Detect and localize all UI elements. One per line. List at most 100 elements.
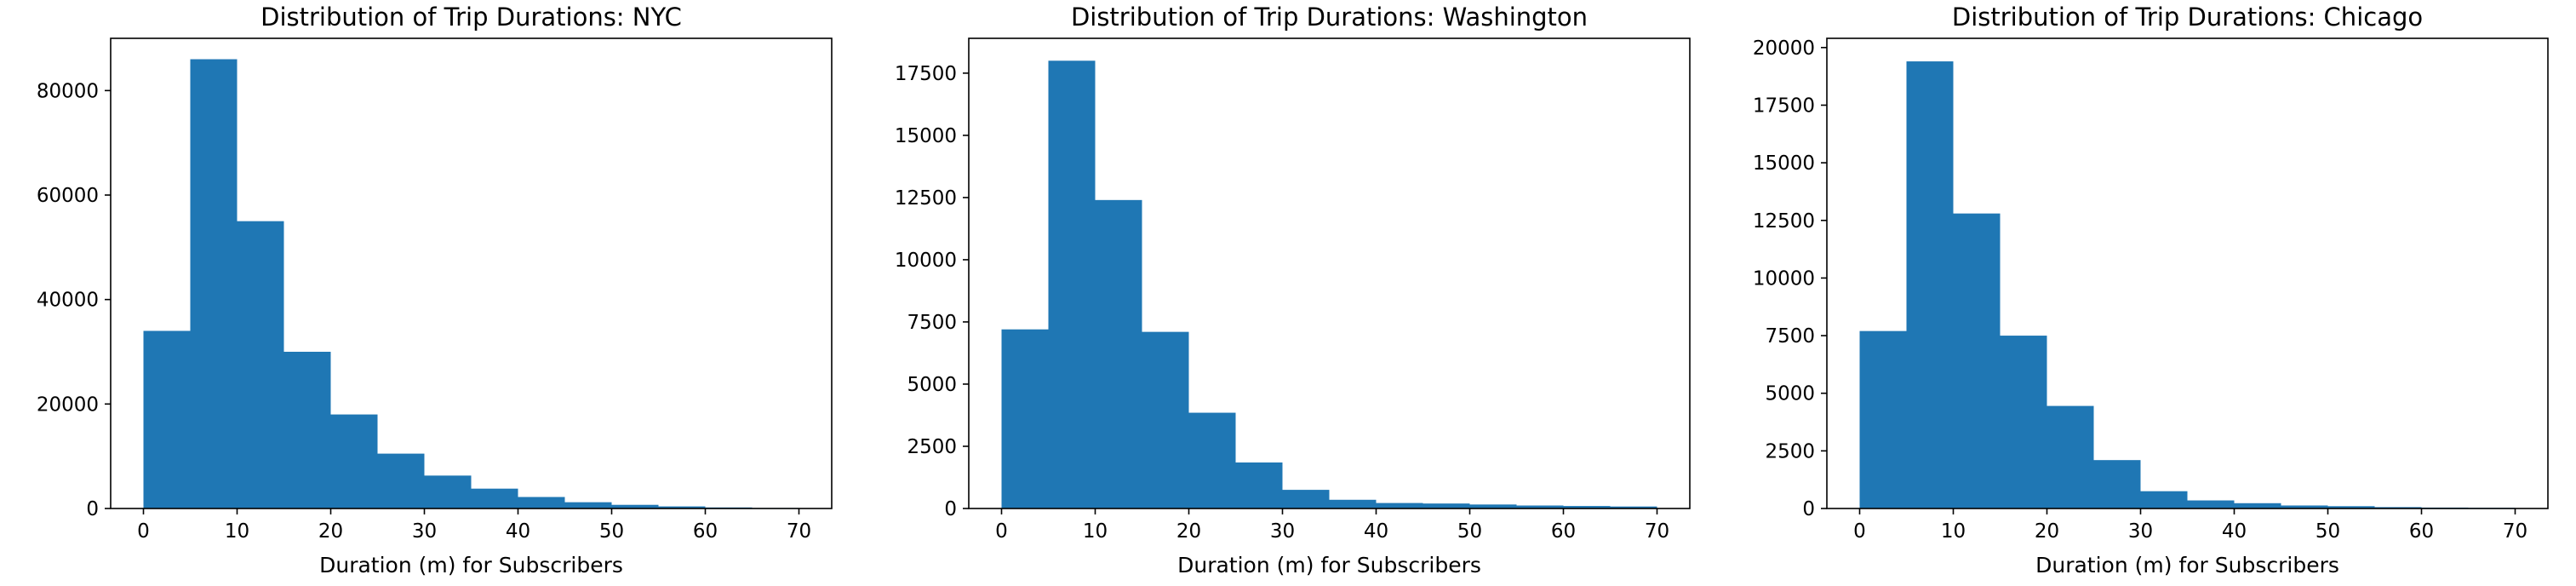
histogram-bar — [2093, 460, 2141, 508]
x-tick-label: 60 — [2409, 520, 2434, 543]
histogram-bar — [1188, 412, 1236, 508]
histogram-bar — [1423, 503, 1470, 508]
histogram-bars — [1859, 61, 2516, 508]
histogram-bar — [1859, 330, 1907, 508]
x-axis-label: Duration (m) for Subscribers — [319, 553, 623, 577]
histogram-bar — [564, 502, 612, 508]
axes-frame — [110, 37, 833, 509]
histogram-bar — [1376, 503, 1423, 508]
chart-panel-2: 0 10 20 30 40 50 60 70 0 2500 5000 7500 10000 12500 15… — [895, 3, 1691, 577]
x-tick-label: 40 — [506, 520, 530, 543]
x-tick-label: 0 — [1853, 520, 1866, 543]
x-tick-label: 10 — [1083, 520, 1108, 543]
x-tick-label: 10 — [225, 520, 249, 543]
x-tick-label: 50 — [2316, 520, 2340, 543]
chart-panel-3: 0 10 20 30 40 50 60 70 0 2500 5000 7500 10000 12500 15… — [1753, 3, 2549, 577]
chart-title: Distribution of Trip Durations: Chicago — [1952, 3, 2423, 32]
y-tick-label: 10000 — [895, 250, 957, 272]
x-tick-label: 60 — [693, 520, 718, 543]
x-tick-label: 50 — [599, 520, 624, 543]
histogram-bar — [1142, 331, 1189, 508]
y-tick-label: 0 — [86, 498, 99, 520]
histogram-bar — [611, 504, 659, 508]
histogram-bar — [1953, 213, 2001, 508]
histogram-bar — [1563, 506, 1611, 508]
chart-title: Distribution of Trip Durations: Washingt… — [1071, 3, 1588, 32]
histogram-bar — [377, 453, 425, 508]
y-axis-ticks: 0 2500 5000 7500 10000 12500 15000 17500 20000 — [1753, 37, 1827, 520]
x-tick-label: 70 — [1645, 520, 1669, 543]
histogram-bar — [2234, 503, 2281, 508]
histogram-bar — [518, 497, 565, 508]
x-tick-label: 60 — [1551, 520, 1576, 543]
y-tick-label: 7500 — [1765, 325, 1815, 348]
y-tick-label: 17500 — [1753, 95, 1815, 117]
y-tick-label: 20000 — [1753, 37, 1815, 60]
histogram-bar — [1048, 60, 1096, 509]
histogram-bar — [2327, 506, 2375, 508]
chart-panel-1: 0 10 20 30 40 50 60 70 0 20000 40000 60000 80000 Dist… — [37, 3, 833, 577]
x-tick-label: 50 — [1457, 520, 1482, 543]
y-tick-label: 40000 — [37, 290, 99, 312]
y-tick-label: 17500 — [895, 63, 957, 85]
histogram-bar — [2187, 500, 2235, 508]
x-axis-ticks: 0 10 20 30 40 50 60 70 — [1853, 508, 2527, 543]
x-tick-label: 0 — [137, 520, 150, 543]
histogram-bar — [283, 352, 331, 508]
x-axis-label: Duration (m) for Subscribers — [2035, 553, 2339, 577]
y-tick-label: 10000 — [1753, 267, 1815, 290]
y-tick-label: 60000 — [37, 185, 99, 207]
x-tick-label: 70 — [787, 520, 811, 543]
histogram-bar — [1329, 499, 1377, 508]
y-tick-label: 5000 — [1765, 383, 1815, 405]
histogram-bars — [143, 59, 799, 508]
histogram-bar — [2046, 405, 2094, 508]
axes-frame — [1826, 37, 2549, 509]
histogram-bar — [471, 488, 518, 508]
histogram-bar — [237, 221, 284, 508]
histogram-bar — [1906, 61, 1954, 508]
x-axis-ticks: 0 10 20 30 40 50 60 70 — [137, 508, 811, 543]
histogram-bar — [1095, 199, 1142, 508]
histogram-bar — [1610, 506, 1657, 508]
x-axis-label: Duration (m) for Subscribers — [1177, 553, 1481, 577]
y-tick-label: 2500 — [907, 436, 957, 458]
x-tick-label: 30 — [2128, 520, 2153, 543]
x-tick-label: 0 — [995, 520, 1008, 543]
histogram-bar — [330, 414, 378, 508]
histogram-bar — [2374, 507, 2422, 508]
histogram-bar — [1469, 504, 1517, 508]
histogram-bar — [2000, 336, 2047, 508]
y-tick-label: 0 — [944, 498, 957, 520]
y-tick-label: 7500 — [907, 312, 957, 334]
y-tick-label: 12500 — [895, 187, 957, 210]
histogram-bar — [143, 330, 191, 508]
charts-container: 0 10 20 30 40 50 60 70020000400006000080000Dist… — [37, 3, 2549, 577]
x-tick-label: 40 — [2222, 520, 2247, 543]
axes-frame — [968, 37, 1691, 509]
chart-title: Distribution of Trip Durations: NYC — [260, 3, 682, 32]
histogram-bars — [1001, 60, 1657, 509]
y-tick-label: 15000 — [895, 125, 957, 147]
y-axis-ticks: 0 20000 40000 60000 80000 — [37, 80, 111, 520]
histogram-bar — [1001, 329, 1049, 508]
histogram-bar — [658, 506, 706, 508]
y-tick-label: 12500 — [1753, 210, 1815, 233]
y-tick-label: 15000 — [1753, 152, 1815, 175]
histogram-bar — [2281, 505, 2328, 508]
histogram-bar — [1235, 462, 1283, 508]
histogram-bar — [1516, 505, 1564, 508]
y-tick-label: 0 — [1802, 498, 1815, 520]
x-tick-label: 10 — [1941, 520, 1966, 543]
y-tick-label: 2500 — [1765, 440, 1815, 462]
x-tick-label: 20 — [2035, 520, 2059, 543]
x-tick-label: 40 — [1364, 520, 1388, 543]
histogram-bar — [190, 59, 238, 508]
x-tick-label: 20 — [318, 520, 343, 543]
x-tick-label: 20 — [1176, 520, 1201, 543]
histogram-bar — [1282, 490, 1330, 508]
y-tick-label: 20000 — [37, 394, 99, 416]
y-axis-ticks: 0 2500 5000 7500 10000 12500 15000 17500 — [895, 63, 969, 520]
y-tick-label: 5000 — [907, 374, 957, 396]
